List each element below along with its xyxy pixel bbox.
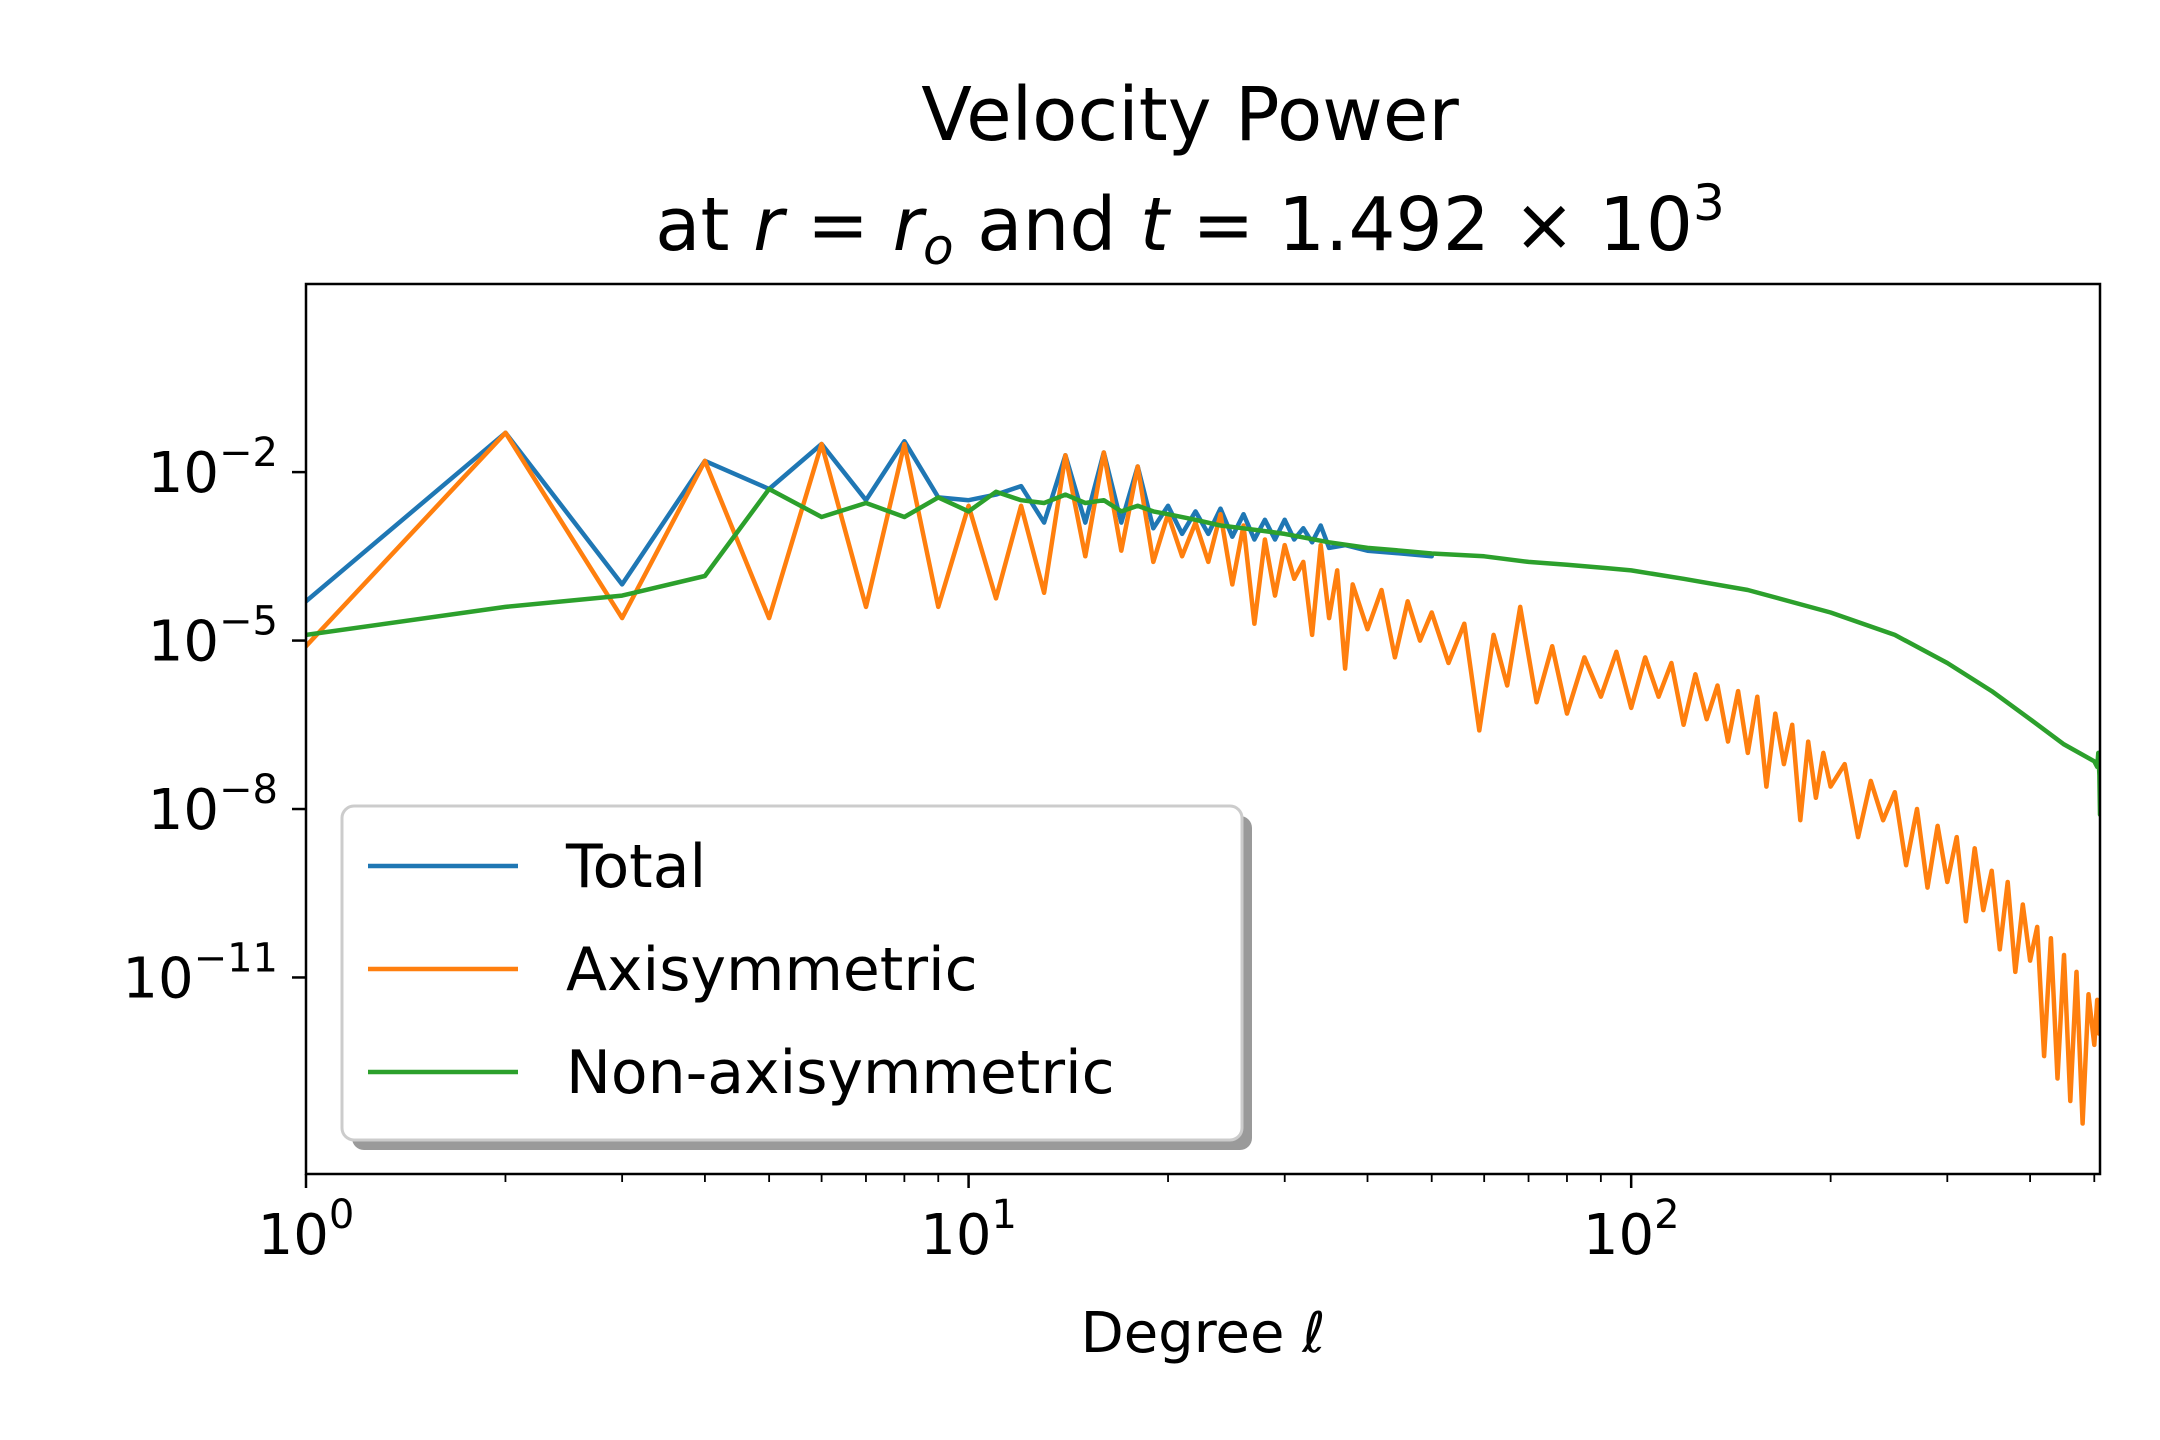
series-line-non-axisymmetric <box>306 486 2100 817</box>
legend-box <box>340 804 1244 1142</box>
x-tick-label: 102 <box>1583 1192 1680 1268</box>
y-tick-label: 10−11 <box>122 935 278 1011</box>
legend-label-non-axisymmetric: Non-axisymmetric <box>566 1038 1115 1108</box>
x-tick-label: 101 <box>920 1192 1017 1268</box>
y-tick-label: 10−2 <box>148 430 278 506</box>
legend-label-total: Total <box>565 832 706 902</box>
y-tick-label: 10−8 <box>148 767 278 843</box>
y-tick-label: 10−5 <box>148 599 278 675</box>
plot-frame <box>304 282 2102 1176</box>
y-axis: 10−2 10−5 10−8 10−11 <box>122 430 306 1011</box>
x-tick-label: 100 <box>258 1192 355 1268</box>
series-line-total <box>306 430 1434 604</box>
series-line-axisymmetric <box>306 430 2100 1126</box>
x-axis: 100 101 102 <box>258 1174 2096 1268</box>
chart-title: Velocity Power <box>921 72 1459 158</box>
legend: Total Axisymmetric Non-axisymmetric <box>340 804 1252 1150</box>
x-axis-label: Degree ℓ <box>1081 1301 1326 1366</box>
series-layer <box>306 430 2100 1126</box>
chart-subtitle: at r = ro and t = 1.492 × 103 <box>655 174 1725 276</box>
legend-label-axisymmetric: Axisymmetric <box>566 935 978 1005</box>
chart-title-group: Velocity Power at r = ro and t = 1.492 ×… <box>655 72 1725 276</box>
legend-entries: Total Axisymmetric Non-axisymmetric <box>368 832 1115 1108</box>
